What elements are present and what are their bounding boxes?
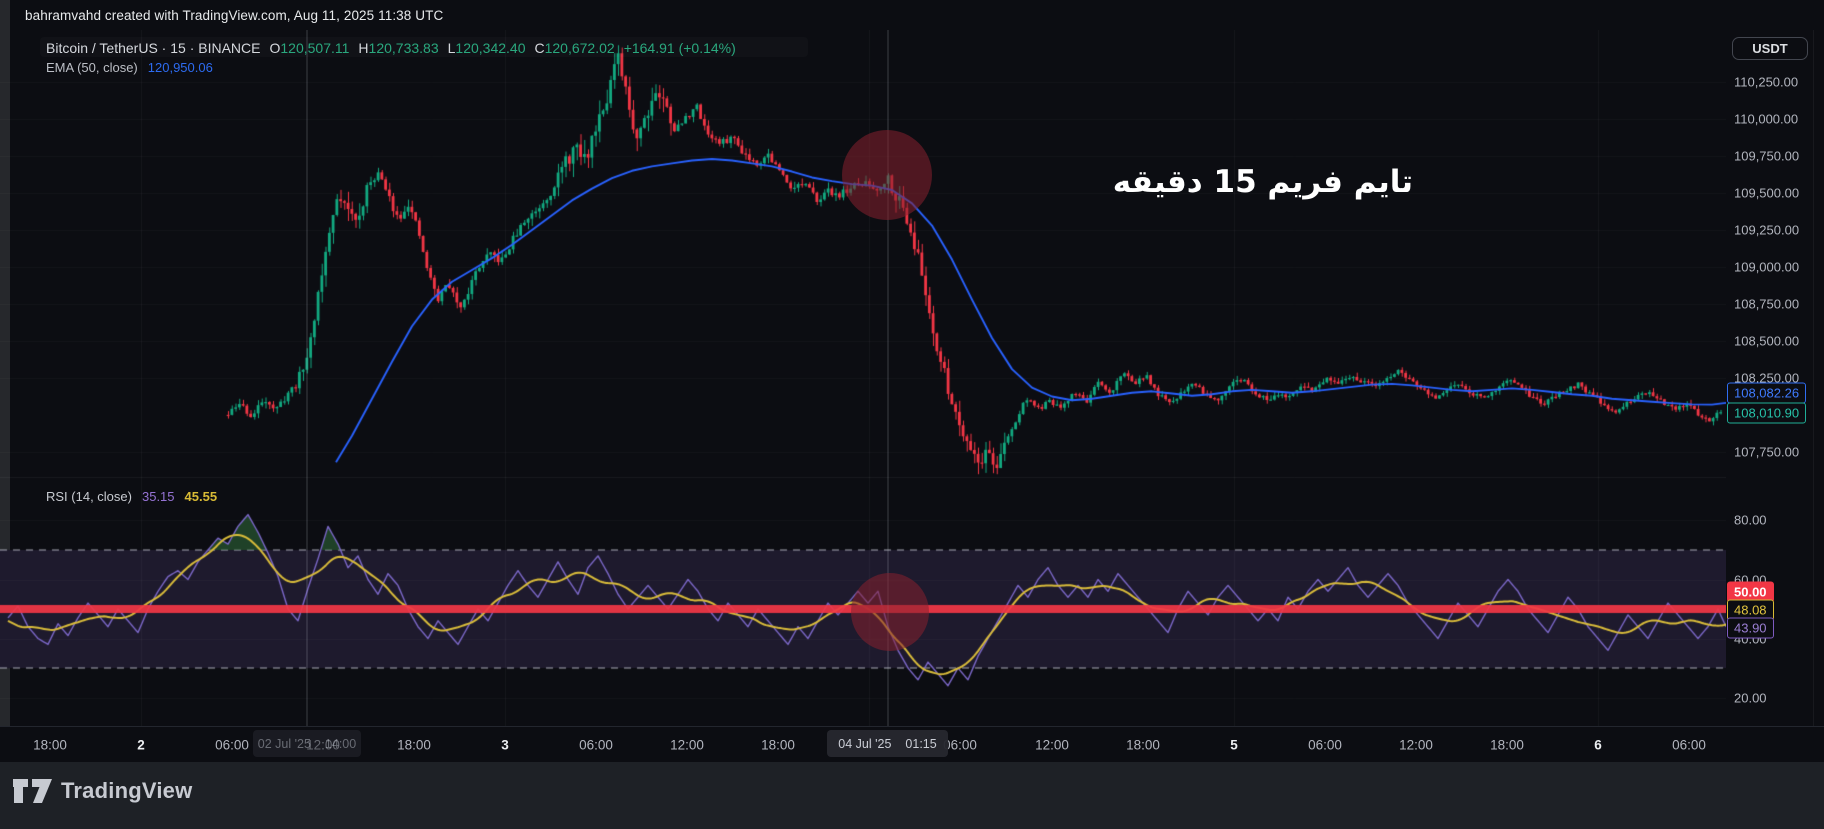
- axis-tick-label: 109,500.00: [1734, 185, 1800, 201]
- axis-tick-label: 110,250.00: [1734, 74, 1799, 90]
- rsi-value-1: 35.15: [141, 488, 175, 504]
- footer-bar: TradingView: [0, 762, 1824, 829]
- time-axis-label: 12:00: [670, 737, 704, 753]
- symbol-legend[interactable]: Bitcoin / TetherUS · 15 · BINANCE O120,5…: [46, 39, 736, 57]
- ema-legend[interactable]: EMA (50, close) 120,950.06: [46, 59, 213, 75]
- price-scale[interactable]: USDT 110,250.00 110,000.00 109,750.00 109,5…: [1726, 30, 1824, 726]
- time-axis-label: 2: [137, 737, 145, 753]
- timeframe-annotation: تايم فريم 15 دقيقه: [1112, 164, 1413, 200]
- axis-tick-label: 109,750.00: [1734, 148, 1800, 164]
- legend-change: +164.91 (+0.14%): [623, 40, 736, 56]
- axis-tick-label: 80.00: [1734, 512, 1767, 528]
- time-axis-label: 18:00: [761, 737, 795, 753]
- axis-tick-label: 107,750.00: [1734, 444, 1800, 460]
- axis-tick-label: 20.00: [1734, 690, 1767, 706]
- legend-ohlc-item: H120,733.83: [358, 40, 439, 56]
- legend-ohlc-item: O120,507.11: [269, 40, 350, 56]
- legend-ohlc: O120,507.11 H120,733.83 L120,342.40 C120,67…: [269, 40, 614, 56]
- time-axis-label: 18:00: [33, 737, 67, 753]
- axis-tick-label: 110,000.00: [1734, 111, 1799, 127]
- price-tag: 108,010.90: [1727, 402, 1807, 424]
- time-axis-label: 18:00: [397, 737, 431, 753]
- crosshair-vline: [887, 30, 889, 726]
- rsi-value-2: 45.55: [184, 488, 218, 504]
- ema-legend-value: 120,950.06: [147, 59, 213, 75]
- time-axis-label: 18:00: [1126, 737, 1160, 753]
- time-axis-label: 6: [1594, 737, 1602, 753]
- axis-tick-label: 108,500.00: [1734, 333, 1800, 349]
- time-axis-label: 06:00: [943, 737, 977, 753]
- time-axis-label: 3: [501, 737, 509, 753]
- time-axis-label: 06:00: [215, 737, 249, 753]
- currency-toggle-button[interactable]: USDT: [1732, 37, 1808, 60]
- crosshair-vline: [306, 30, 308, 726]
- attribution-text: bahramvahd created with TradingView.com,…: [25, 7, 444, 23]
- rsi-legend[interactable]: RSI (14, close) 35.15 45.55: [46, 488, 217, 504]
- highlight-circle-drawing[interactable]: [851, 573, 929, 651]
- price-tag: 50.00: [1727, 581, 1774, 603]
- axis-tick-label: 108,250.00: [1734, 370, 1800, 386]
- time-axis-label: 06:00: [579, 737, 613, 753]
- highlight-circle-drawing[interactable]: [842, 130, 932, 220]
- time-scale[interactable]: 18:00206:0012:0018:00306:0012:0018:00406…: [0, 726, 1824, 763]
- symbol-title[interactable]: Bitcoin / TetherUS · 15 · BINANCE: [46, 40, 261, 56]
- crosshair-date-label: 02 Jul '25 14:00: [253, 730, 361, 757]
- time-axis-label: 06:00: [1308, 737, 1342, 753]
- right-edge-divider: [1813, 30, 1814, 726]
- tradingview-logo[interactable]: TradingView: [13, 776, 192, 806]
- axis-tick-label: 109,250.00: [1734, 222, 1800, 238]
- legend-ohlc-item: C120,672.02: [534, 40, 615, 56]
- price-tag: 43.90: [1727, 617, 1774, 639]
- legend-ohlc-item: L120,342.40: [447, 40, 526, 56]
- rsi-legend-label: RSI (14, close): [46, 488, 132, 504]
- time-axis-label: 06:00: [1672, 737, 1706, 753]
- time-axis-label: 12:00: [1035, 737, 1069, 753]
- time-axis-label: 5: [1230, 737, 1238, 753]
- price-tag: 108,082.26: [1727, 382, 1807, 404]
- time-axis-label: 18:00: [1490, 737, 1524, 753]
- axis-tick-label: 109,000.00: [1734, 259, 1800, 275]
- crosshair-date-label: 04 Jul '25 01:15: [827, 730, 948, 757]
- tradingview-logo-icon: [13, 779, 52, 803]
- axis-tick-label: 108,750.00: [1734, 296, 1800, 312]
- attribution-bar: bahramvahd created with TradingView.com,…: [25, 0, 443, 30]
- time-axis-label: 12:00: [1399, 737, 1433, 753]
- tradingview-logo-text: TradingView: [61, 778, 193, 803]
- ema-legend-label: EMA (50, close): [46, 59, 138, 75]
